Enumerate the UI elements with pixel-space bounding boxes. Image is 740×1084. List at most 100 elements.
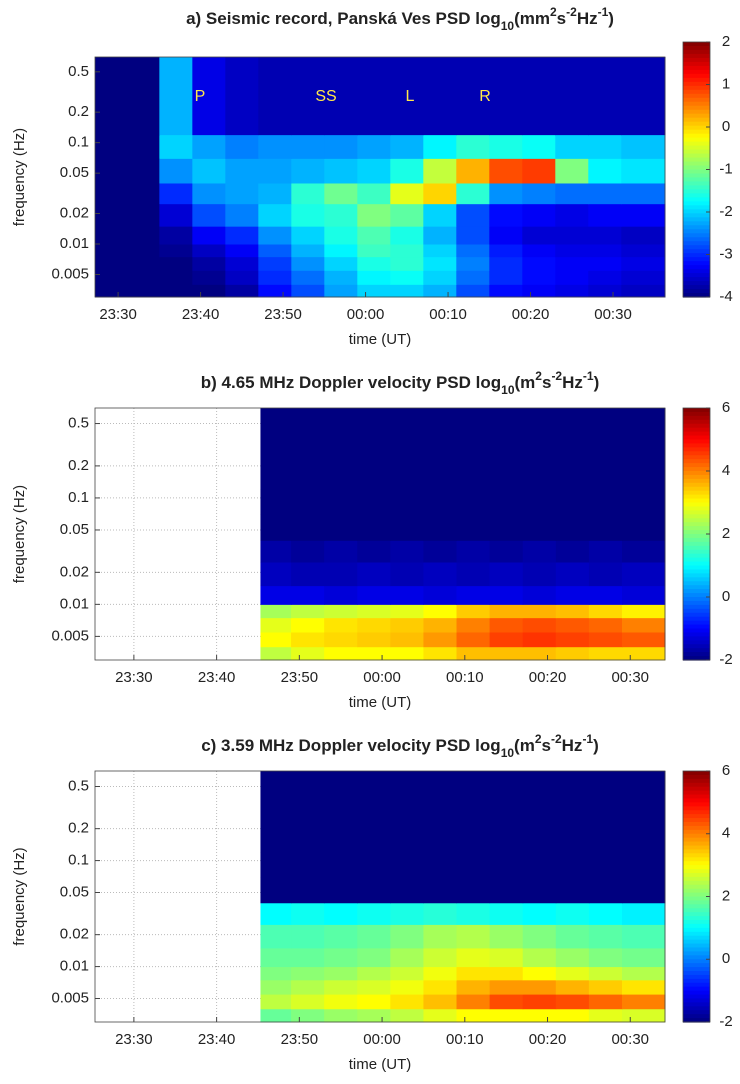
heatmap-cell [291,631,325,648]
heatmap-cell [522,771,557,853]
heatmap-cell [456,203,490,227]
y-tick-label: 0.5 [68,63,89,80]
heatmap-cell [324,244,358,258]
heatmap-cell [258,284,292,298]
title-part: c) 3.59 MHz Doppler velocity PSD log [201,736,500,755]
title-part: ) [594,373,600,392]
colorbar-segment [683,61,710,67]
colorbar-segment [683,565,710,571]
colorbar-segment [683,522,710,527]
heatmap-cell [423,585,458,605]
heatmap-cell [192,203,226,227]
heatmap-cell [621,631,666,648]
colorbar-segment [683,573,710,578]
panel-title: c) 3.59 MHz Doppler velocity PSD log10(m… [201,732,599,760]
heatmap-cell [291,57,325,136]
heatmap-cell [588,924,623,949]
title-part: ) [593,736,599,755]
colorbar-segment [683,249,710,254]
heatmap-cell [260,646,292,661]
x-axis-label: time (UT) [349,1056,412,1073]
heatmap-cell [192,244,226,258]
heatmap-cell [489,947,524,968]
heatmap-cell [291,562,325,587]
heatmap-cell [390,408,424,491]
heatmap-cell [95,226,127,245]
heatmap-cell [324,585,358,605]
heatmap-cell [555,57,589,136]
colorbar-segment [683,608,710,614]
heatmap-cell [621,226,666,245]
heatmap-cell [357,1008,391,1023]
heatmap-cell [621,540,666,563]
heatmap-cell [291,604,325,619]
heatmap-cell [489,562,524,587]
panel-title: b) 4.65 MHz Doppler velocity PSD log10(m… [201,369,599,397]
heatmap-cell [489,979,524,995]
colorbar-segment [683,1010,710,1015]
heatmap-cell [555,540,590,563]
heatmap-cell [621,270,666,285]
colorbar-segment [683,482,710,488]
heatmap-cell [324,771,358,853]
heatmap-cell [522,994,557,1010]
colorbar-segment [683,1002,710,1007]
heatmap-cell [456,540,491,563]
colorbar-segment [683,908,710,913]
heatmap-cell [423,57,457,136]
heatmap-cell [456,182,490,205]
heatmap-cell [621,646,666,661]
heatmap-cell [588,244,622,258]
title-part: -1 [583,369,594,383]
colorbar-segment [683,778,710,784]
heatmap-cell [489,514,524,541]
heatmap-cell [588,284,622,298]
title-part: a) Seismic record, Panská Ves PSD log [186,9,501,28]
colorbar-segment [683,506,710,511]
colorbar-segment [683,281,710,286]
heatmap-cell [126,182,160,205]
heatmap-cell [159,270,193,285]
heatmap-cell [225,226,259,245]
colorbar-tick-label: 6 [722,399,730,416]
heatmap-cell [489,902,524,925]
heatmap-cell [260,617,292,633]
heatmap-cell [423,203,457,227]
heatmap-cell [324,540,358,563]
heatmap-cell [291,902,325,925]
title-part: 2 [535,369,542,383]
heatmap-cell [555,979,590,995]
heatmap-cell [522,979,557,995]
heatmap-cell [225,256,259,271]
heatmap-cell [324,994,358,1010]
colorbar-segment [683,141,710,147]
panel: c) 3.59 MHz Doppler velocity PSD log10(m… [11,732,733,1073]
colorbar-segment [683,129,710,135]
heatmap-cell [159,284,193,298]
heatmap-cell [159,158,193,184]
title-part: s [542,736,551,755]
heatmap-cell [522,562,557,587]
heatmap-cell [390,158,424,184]
heatmap-cell [126,203,160,227]
colorbar-segment [683,411,710,417]
y-tick-label: 0.01 [60,595,89,612]
heatmap-cell [555,256,589,271]
heatmap-cell [390,256,424,271]
colorbar-segment [683,549,710,555]
heatmap-cell [258,270,292,285]
colorbar-segment [683,632,710,637]
heatmap-cell [555,489,590,515]
heatmap-cell [357,256,391,271]
heatmap-cell [489,270,523,285]
colorbar-tick-label: -2 [719,1013,732,1030]
colorbar-segment [683,935,710,941]
heatmap-cell [555,604,590,619]
heatmap-cell [291,646,325,661]
colorbar-segment [683,880,710,886]
heatmap-cell [291,966,325,981]
heatmap-cell [390,182,424,205]
colorbar-segment [683,971,710,976]
heatmap-cell [522,966,557,981]
heatmap-cell [95,203,127,227]
